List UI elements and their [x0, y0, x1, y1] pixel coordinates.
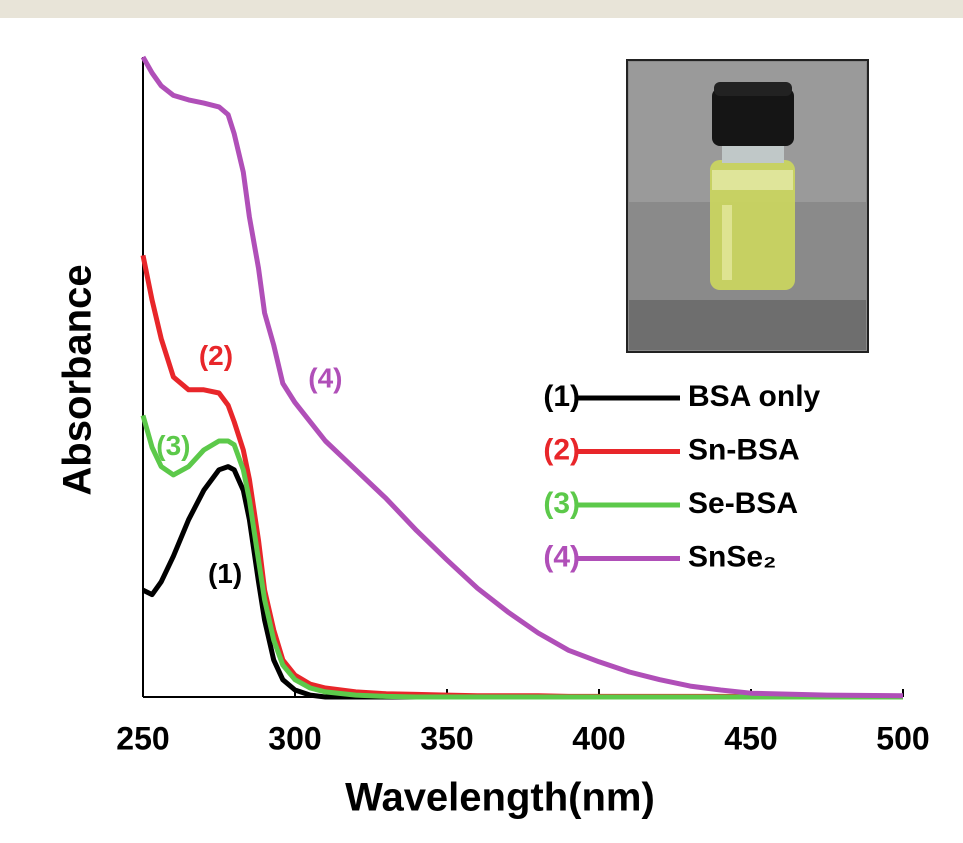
- legend-tag: (3): [543, 487, 580, 520]
- top-band: [0, 0, 963, 18]
- legend-tag: (4): [543, 540, 580, 573]
- legend-label: Se-BSA: [688, 487, 798, 520]
- legend-tag: (2): [543, 433, 580, 466]
- legend-label: SnSe₂: [688, 540, 776, 573]
- x-tick-label: 300: [268, 720, 321, 756]
- annotation: (3): [156, 430, 190, 461]
- x-tick-label: 500: [876, 720, 929, 756]
- annotation: (1): [208, 558, 242, 589]
- x-axis-label: Wavelength(nm): [345, 776, 655, 820]
- y-axis-label: Absorbance: [56, 264, 100, 495]
- annotation: (4): [308, 363, 342, 394]
- inset-photo: [626, 59, 869, 353]
- x-tick-label: 450: [724, 720, 777, 756]
- legend-label: Sn-BSA: [688, 433, 800, 466]
- series-line: [140, 55, 904, 699]
- annotation: (2): [199, 340, 233, 371]
- legend-label: BSA only: [688, 380, 821, 413]
- x-tick-label: 400: [572, 720, 625, 756]
- legend-tag: (1): [543, 380, 580, 413]
- x-tick-label: 350: [420, 720, 473, 756]
- series-line: [140, 414, 903, 700]
- x-tick-label: 250: [116, 720, 169, 756]
